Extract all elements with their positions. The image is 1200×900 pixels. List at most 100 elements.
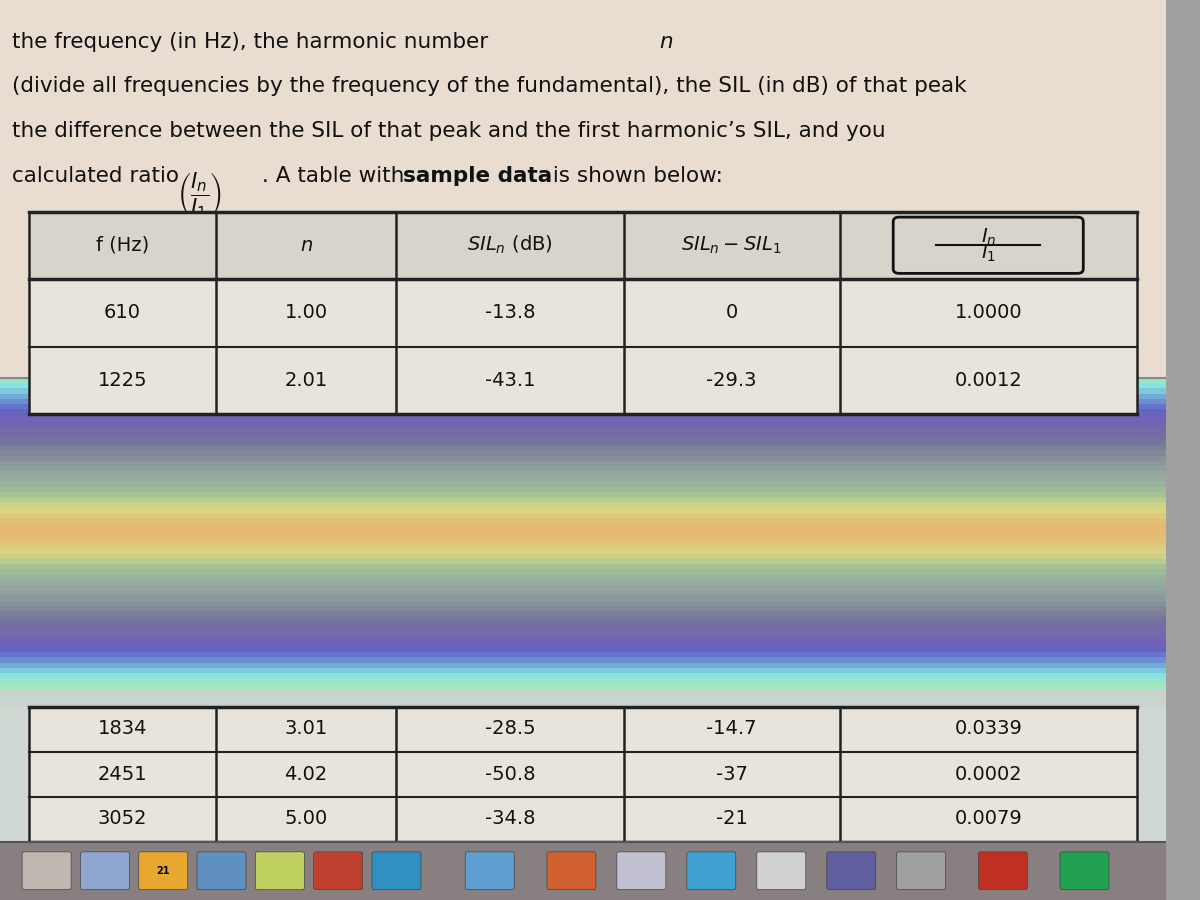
- Bar: [0, 502, 1166, 508]
- Bar: [0, 642, 1166, 647]
- Bar: [0, 378, 1166, 842]
- Bar: [0, 497, 1166, 502]
- Bar: [0, 657, 1166, 662]
- FancyBboxPatch shape: [197, 851, 246, 889]
- Bar: [29, 212, 1136, 414]
- Bar: [0, 466, 1166, 472]
- Bar: [0, 399, 1166, 404]
- Bar: [0, 430, 1166, 435]
- Bar: [0, 528, 1166, 533]
- Bar: [0, 842, 1166, 900]
- Bar: [0, 508, 1166, 513]
- Text: -21: -21: [715, 809, 748, 829]
- Bar: [0, 378, 1166, 383]
- Bar: [0, 590, 1166, 596]
- Bar: [0, 575, 1166, 580]
- Bar: [29, 212, 1136, 279]
- Bar: [0, 472, 1166, 476]
- Bar: [0, 549, 1166, 554]
- Text: 1225: 1225: [97, 371, 148, 390]
- Text: -34.8: -34.8: [485, 809, 535, 829]
- Text: the difference between the SIL of that peak and the first harmonic’s SIL, and yo: the difference between the SIL of that p…: [12, 121, 886, 140]
- Bar: [0, 632, 1166, 637]
- Text: is shown below:: is shown below:: [546, 166, 722, 185]
- Text: 4.02: 4.02: [284, 764, 328, 784]
- FancyBboxPatch shape: [80, 851, 130, 889]
- Bar: [0, 487, 1166, 491]
- Bar: [0, 446, 1166, 450]
- Bar: [29, 706, 1136, 842]
- Bar: [0, 419, 1166, 425]
- Text: 0.0339: 0.0339: [954, 719, 1022, 739]
- Text: f (Hz): f (Hz): [96, 236, 149, 255]
- Bar: [0, 451, 1166, 455]
- Bar: [0, 647, 1166, 652]
- Bar: [0, 518, 1166, 523]
- Text: 3.01: 3.01: [284, 719, 328, 739]
- FancyBboxPatch shape: [978, 851, 1027, 889]
- FancyBboxPatch shape: [372, 851, 421, 889]
- Text: $SIL_n - SIL_1$: $SIL_n - SIL_1$: [682, 235, 782, 256]
- FancyBboxPatch shape: [22, 851, 71, 889]
- Text: $n$: $n$: [300, 236, 313, 255]
- Bar: [0, 383, 1166, 389]
- Bar: [0, 554, 1166, 559]
- Bar: [0, 538, 1166, 544]
- Bar: [0, 626, 1166, 632]
- Bar: [0, 455, 1166, 461]
- Bar: [0, 673, 1166, 679]
- Text: (divide all frequencies by the frequency of the fundamental), the SIL (in dB) of: (divide all frequencies by the frequency…: [12, 76, 966, 95]
- FancyBboxPatch shape: [1060, 851, 1109, 889]
- FancyBboxPatch shape: [757, 851, 805, 889]
- Bar: [0, 544, 1166, 549]
- Bar: [0, 662, 1166, 668]
- Text: 1.0000: 1.0000: [954, 303, 1022, 322]
- Bar: [0, 414, 1166, 419]
- Text: the frequency (in Hz), the harmonic number: the frequency (in Hz), the harmonic numb…: [12, 32, 494, 51]
- Bar: [0, 482, 1166, 487]
- Bar: [0, 564, 1166, 570]
- Bar: [0, 491, 1166, 497]
- Bar: [0, 435, 1166, 440]
- Text: 5.00: 5.00: [284, 809, 328, 829]
- Text: 1.00: 1.00: [284, 303, 328, 322]
- Bar: [0, 600, 1166, 606]
- Text: 21: 21: [156, 866, 170, 876]
- Bar: [0, 606, 1166, 611]
- FancyBboxPatch shape: [896, 851, 946, 889]
- Text: 0.0002: 0.0002: [954, 764, 1022, 784]
- Bar: [0, 621, 1166, 626]
- Bar: [0, 611, 1166, 616]
- Text: -13.8: -13.8: [485, 303, 535, 322]
- Text: -28.5: -28.5: [485, 719, 535, 739]
- FancyBboxPatch shape: [617, 851, 666, 889]
- Bar: [0, 706, 1166, 842]
- Text: -50.8: -50.8: [485, 764, 535, 784]
- Text: 610: 610: [104, 303, 140, 322]
- FancyBboxPatch shape: [547, 851, 596, 889]
- Text: 1834: 1834: [97, 719, 148, 739]
- Bar: [0, 513, 1166, 518]
- Bar: [0, 523, 1166, 528]
- Bar: [0, 679, 1166, 683]
- Text: $n$: $n$: [659, 32, 673, 51]
- Text: -14.7: -14.7: [707, 719, 757, 739]
- Text: . A table with: . A table with: [263, 166, 412, 185]
- Bar: [0, 668, 1166, 673]
- FancyBboxPatch shape: [466, 851, 515, 889]
- Text: 0: 0: [726, 303, 738, 322]
- Bar: [0, 596, 1166, 600]
- Bar: [0, 0, 1166, 378]
- Bar: [0, 440, 1166, 445]
- Bar: [0, 393, 1166, 399]
- Text: 0.0079: 0.0079: [954, 809, 1022, 829]
- FancyBboxPatch shape: [686, 851, 736, 889]
- FancyBboxPatch shape: [139, 851, 187, 889]
- Bar: [0, 559, 1166, 564]
- Bar: [0, 580, 1166, 585]
- Bar: [0, 389, 1166, 393]
- Text: 2451: 2451: [97, 764, 148, 784]
- FancyBboxPatch shape: [313, 851, 362, 889]
- Bar: [0, 461, 1166, 466]
- Bar: [0, 616, 1166, 621]
